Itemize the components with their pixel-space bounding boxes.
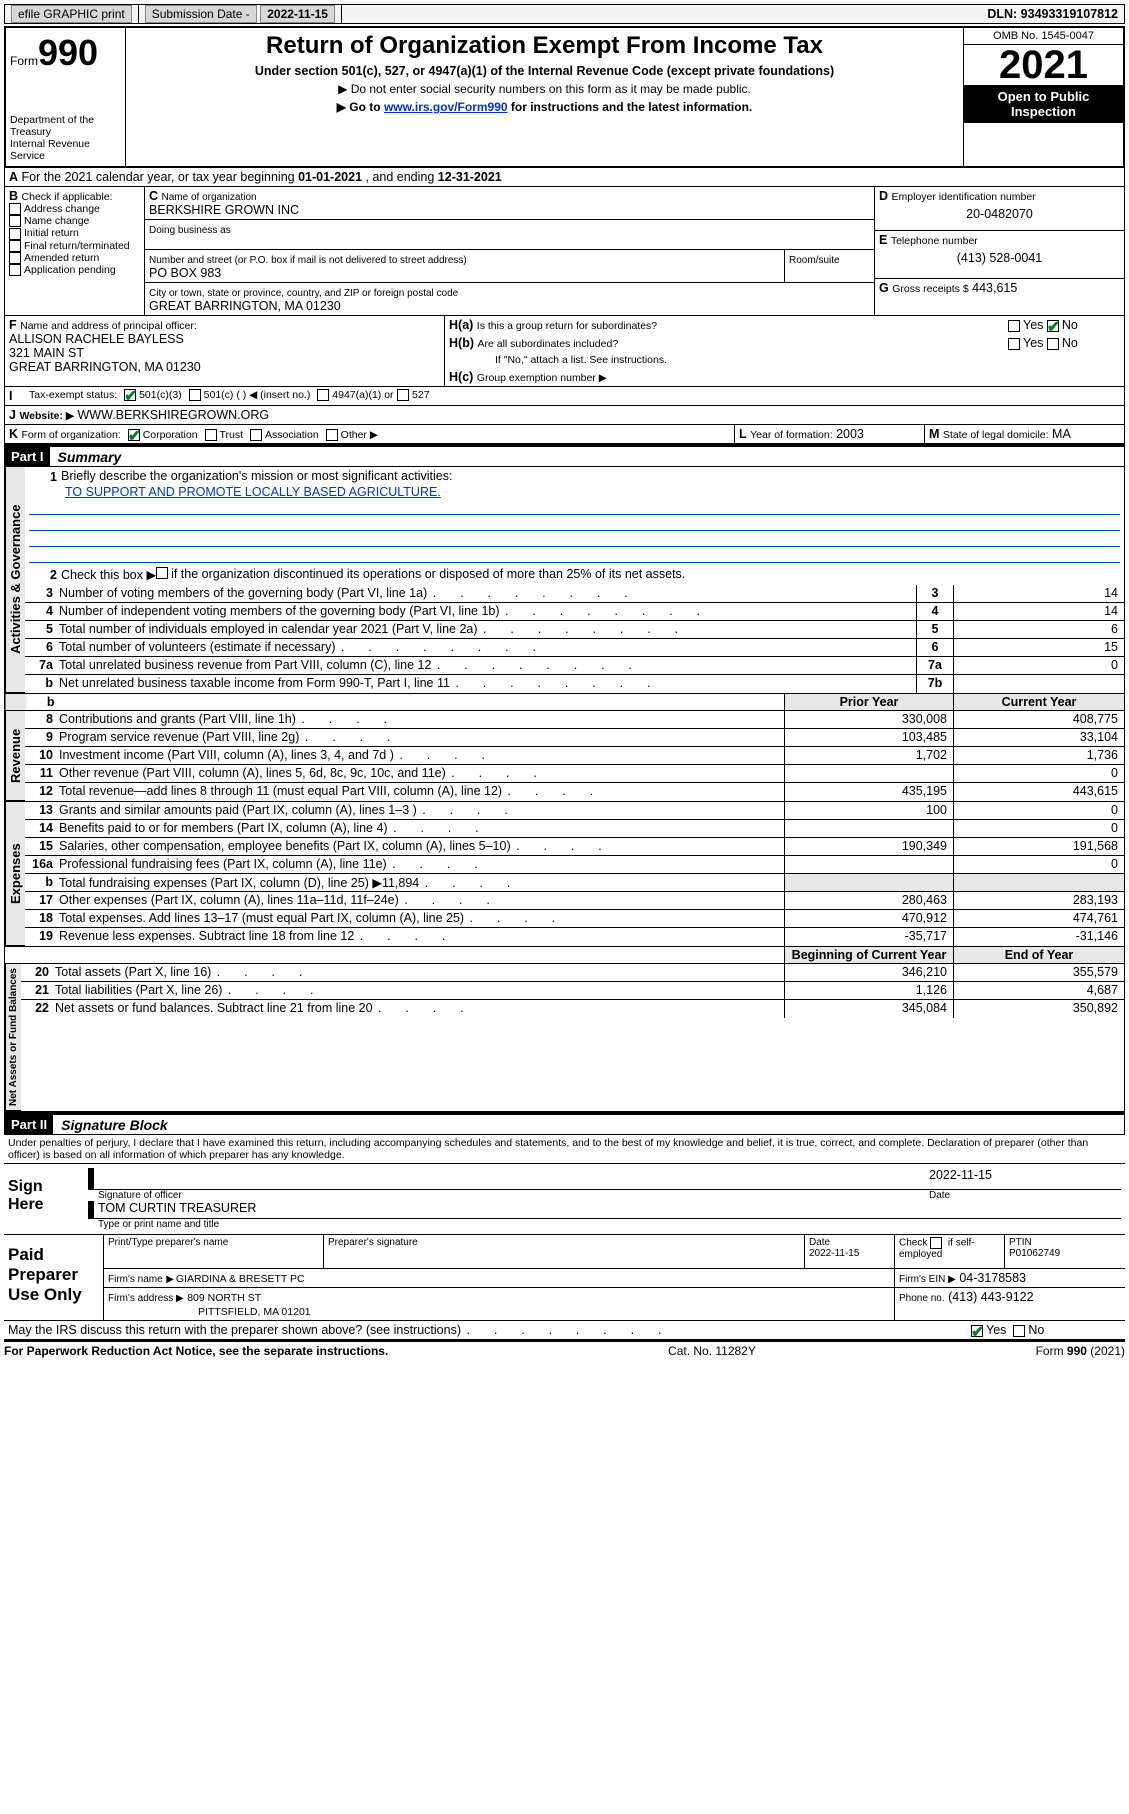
cb-final-return[interactable] — [9, 240, 21, 252]
discuss-row: May the IRS discuss this return with the… — [4, 1321, 1125, 1340]
vtab-expenses: Expenses — [5, 802, 25, 946]
efile-label: efile GRAPHIC print — [5, 5, 139, 23]
prior-current-hdr: b Prior Year Current Year — [4, 694, 1125, 711]
table-row: 7aTotal unrelated business revenue from … — [25, 657, 1124, 675]
section-b: B Check if applicable: Address change Na… — [5, 187, 145, 315]
cb-amended[interactable] — [9, 252, 21, 264]
part2-header: Part II Signature Block — [4, 1113, 1125, 1135]
table-row: 10Investment income (Part VIII, column (… — [25, 747, 1124, 765]
efile-btn[interactable]: efile GRAPHIC print — [11, 5, 132, 23]
cb-app-pending[interactable] — [9, 264, 21, 276]
table-row: 15Salaries, other compensation, employee… — [25, 838, 1124, 856]
table-row: 8Contributions and grants (Part VIII, li… — [25, 711, 1124, 729]
table-row: 13Grants and similar amounts paid (Part … — [25, 802, 1124, 820]
table-row: 12Total revenue—add lines 8 through 11 (… — [25, 783, 1124, 801]
cb-address-change[interactable] — [9, 203, 21, 215]
footer: For Paperwork Reduction Act Notice, see … — [4, 1340, 1125, 1358]
open-inspection: Open to Public Inspection — [964, 85, 1123, 123]
table-row: 9Program service revenue (Part VIII, lin… — [25, 729, 1124, 747]
section-klm: K Form of organization: Corporation Trus… — [4, 425, 1125, 445]
part1-body: Activities & Governance 1Briefly describ… — [4, 467, 1125, 694]
declaration: Under penalties of perjury, I declare th… — [4, 1135, 1125, 1163]
cb-initial-return[interactable] — [9, 228, 21, 240]
irs-link[interactable]: www.irs.gov/Form990 — [384, 100, 508, 114]
table-row: 20Total assets (Part X, line 16)346,2103… — [21, 964, 1124, 982]
submission-date: Submission Date - 2022-11-15 — [139, 5, 342, 23]
part1-header: Part I Summary — [4, 445, 1125, 467]
table-row: 21Total liabilities (Part X, line 26)1,1… — [21, 982, 1124, 1000]
vtab-revenue: Revenue — [5, 711, 25, 801]
section-j: J Website: ▶ WWW.BERKSHIREGROWN.ORG — [4, 406, 1125, 425]
table-row: 11Other revenue (Part VIII, column (A), … — [25, 765, 1124, 783]
table-row: 3Number of voting members of the governi… — [25, 585, 1124, 603]
topbar: efile GRAPHIC print Submission Date - 20… — [4, 4, 1125, 24]
tax-year: 2021 — [964, 45, 1123, 85]
section-c: C Name of organization BERKSHIRE GROWN I… — [145, 187, 874, 315]
entity-block: B Check if applicable: Address change Na… — [4, 187, 1125, 316]
table-row: 6Total number of volunteers (estimate if… — [25, 639, 1124, 657]
table-row: 14Benefits paid to or for members (Part … — [25, 820, 1124, 838]
table-row: bNet unrelated business taxable income f… — [25, 675, 1124, 693]
form-header: Form990 Department of the Treasury Inter… — [4, 26, 1125, 168]
cb-name-change[interactable] — [9, 215, 21, 227]
vtab-net-assets: Net Assets or Fund Balances — [5, 964, 21, 1111]
fh-block: F Name and address of principal officer:… — [4, 316, 1125, 387]
section-f: F Name and address of principal officer:… — [5, 316, 445, 386]
table-row: 19Revenue less expenses. Subtract line 1… — [25, 928, 1124, 946]
table-row: 22Net assets or fund balances. Subtract … — [21, 1000, 1124, 1018]
paid-preparer-block: Paid Preparer Use Only Print/Type prepar… — [4, 1235, 1125, 1321]
section-deg: D Employer identification number20-04820… — [874, 187, 1124, 315]
table-row: 4Number of independent voting members of… — [25, 603, 1124, 621]
cb-501c3[interactable] — [124, 389, 136, 401]
section-h: H(a) Is this a group return for subordin… — [445, 316, 1124, 386]
cb-ha-no[interactable] — [1047, 320, 1059, 332]
section-i: I Tax-exempt status: 501(c)(3) 501(c) ( … — [4, 387, 1125, 406]
vtab-governance: Activities & Governance — [5, 467, 25, 693]
line-a: A For the 2021 calendar year, or tax yea… — [4, 168, 1125, 187]
cb-discuss-yes[interactable] — [971, 1325, 983, 1337]
table-row: 16aProfessional fundraising fees (Part I… — [25, 856, 1124, 874]
table-row: bTotal fundraising expenses (Part IX, co… — [25, 874, 1124, 892]
table-row: 18Total expenses. Add lines 13–17 (must … — [25, 910, 1124, 928]
table-row: 5Total number of individuals employed in… — [25, 621, 1124, 639]
dln: DLN: 93493319107812 — [981, 5, 1124, 23]
sign-here-block: Sign Here 2022-11-15 Signature of office… — [4, 1163, 1125, 1235]
cb-corporation[interactable] — [128, 429, 140, 441]
form-title: Return of Organization Exempt From Incom… — [134, 32, 955, 60]
table-row: 17Other expenses (Part IX, column (A), l… — [25, 892, 1124, 910]
